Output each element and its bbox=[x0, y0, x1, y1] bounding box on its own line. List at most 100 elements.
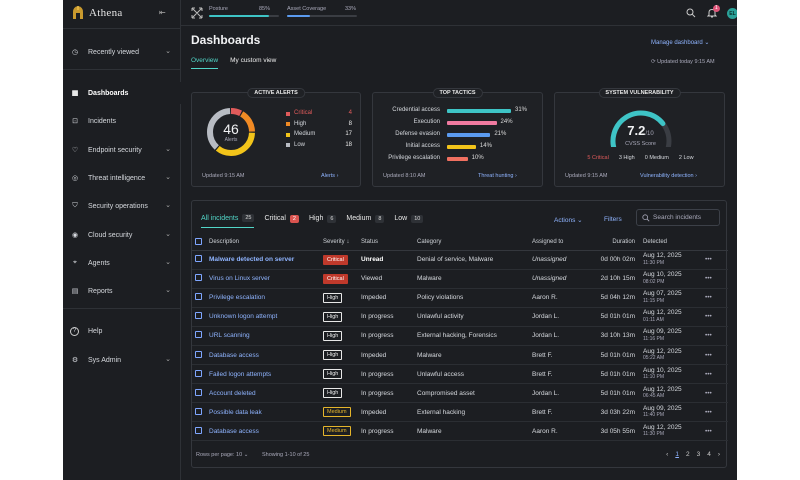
table-row[interactable]: URL scanning High In progress External hack… bbox=[192, 326, 728, 346]
alert-legend-medium[interactable]: Medium 17 bbox=[286, 131, 352, 137]
table-row[interactable]: Database access Medium In progress Malware A… bbox=[192, 421, 728, 442]
incident-link[interactable]: URL scanning bbox=[209, 332, 250, 340]
row-checkbox[interactable] bbox=[195, 350, 202, 358]
row-menu-icon[interactable]: ••• bbox=[705, 383, 728, 404]
filter-tab-all-incidents[interactable]: All incidents 25 bbox=[201, 214, 255, 228]
collapse-sidebar-icon[interactable]: ⇤ bbox=[159, 8, 166, 17]
asset-coverage-metric[interactable]: Asset Coverage 33% bbox=[287, 6, 357, 17]
row-menu-icon[interactable]: ••• bbox=[705, 345, 728, 366]
sidebar-item-incidents[interactable]: ⊡ Incidents bbox=[63, 110, 181, 132]
page-4-button[interactable]: 4 bbox=[707, 451, 711, 458]
table-row[interactable]: Virus on Linux server Critical Viewed Malwa… bbox=[192, 269, 728, 289]
row-checkbox[interactable] bbox=[195, 426, 202, 434]
tactic-bar[interactable] bbox=[447, 109, 511, 113]
incident-link[interactable]: Database access bbox=[209, 351, 259, 359]
sidebar-item-agents[interactable]: ⌖ Agents ⌄ bbox=[63, 252, 181, 274]
filter-tab-low[interactable]: Low 10 bbox=[394, 214, 424, 228]
search-input[interactable]: Search incidents bbox=[636, 209, 720, 226]
row-menu-icon[interactable]: ••• bbox=[705, 402, 728, 423]
sidebar-item-cloud-security[interactable]: ◉ Cloud security ⌄ bbox=[63, 224, 181, 246]
tactic-bar[interactable] bbox=[447, 145, 476, 149]
incident-link[interactable]: Possible data leak bbox=[209, 408, 262, 416]
row-menu-icon[interactable]: ••• bbox=[705, 326, 728, 346]
row-checkbox[interactable] bbox=[195, 331, 202, 339]
table-row[interactable]: Unknown logon attempt High In progress Unla… bbox=[192, 307, 728, 327]
alert-legend-low[interactable]: Low 18 bbox=[286, 142, 352, 148]
incident-link[interactable]: Unknown logon attempt bbox=[209, 313, 278, 321]
sidebar-item-recently-viewed[interactable]: ◷ Recently viewed ⌄ bbox=[63, 41, 181, 63]
filter-tab-critical[interactable]: Critical 2 bbox=[264, 214, 299, 228]
row-menu-icon[interactable]: ••• bbox=[705, 364, 728, 385]
vulnerability-detection-link[interactable]: Vulnerability detection › bbox=[640, 173, 697, 179]
row-menu-icon[interactable]: ••• bbox=[705, 307, 728, 327]
alerts-link[interactable]: Alerts › bbox=[321, 173, 338, 179]
detected-cell: Aug 12, 2025 11:30 PM bbox=[637, 250, 705, 270]
incident-link[interactable]: Privilege escalation bbox=[209, 294, 266, 302]
table-row[interactable]: Database access High Impeded Malware Brett F… bbox=[192, 345, 728, 366]
tactic-bar[interactable] bbox=[447, 157, 468, 161]
incidents-table: Description Severity ↓ Status Category A… bbox=[192, 235, 728, 442]
incident-link[interactable]: Database access bbox=[209, 427, 259, 435]
col-detected[interactable]: Detected bbox=[637, 235, 705, 251]
select-all-checkbox[interactable] bbox=[195, 237, 202, 245]
table-row[interactable]: Privilege escalation High Impeded Policy vi… bbox=[192, 288, 728, 308]
filter-tab-high[interactable]: High 6 bbox=[309, 214, 337, 228]
bell-icon[interactable] bbox=[707, 8, 717, 18]
row-menu-icon[interactable]: ••• bbox=[705, 288, 728, 308]
table-row[interactable]: Account deleted High In progress Compromise… bbox=[192, 383, 728, 404]
sidebar-item-endpoint-security[interactable]: ♡ Endpoint security ⌄ bbox=[63, 139, 181, 161]
incident-link[interactable]: Account deleted bbox=[209, 389, 256, 397]
col-duration[interactable]: Duration bbox=[594, 235, 637, 251]
refresh-icon[interactable]: ⟳ bbox=[651, 59, 656, 65]
expand-arrows-icon[interactable] bbox=[191, 7, 203, 19]
sidebar-item-reports[interactable]: ▤ Reports ⌄ bbox=[63, 280, 181, 302]
col-severity[interactable]: Severity ↓ bbox=[323, 235, 361, 251]
row-checkbox[interactable] bbox=[195, 369, 202, 377]
table-row[interactable]: Failed logon attempts High In progress Unla… bbox=[192, 364, 728, 385]
filter-tab-medium[interactable]: Medium 8 bbox=[346, 214, 385, 228]
alert-legend-high[interactable]: High 8 bbox=[286, 121, 352, 127]
row-checkbox[interactable] bbox=[195, 255, 202, 263]
page-2-button[interactable]: 2 bbox=[685, 451, 690, 458]
incident-link[interactable]: Virus on Linux server bbox=[209, 275, 270, 283]
row-checkbox[interactable] bbox=[195, 407, 202, 415]
avatar[interactable]: EL bbox=[727, 8, 737, 19]
tactic-bar[interactable] bbox=[447, 121, 497, 125]
prev-page-icon[interactable]: ‹ bbox=[666, 451, 669, 458]
table-row[interactable]: Malware detected on server Critical Unread… bbox=[192, 250, 728, 270]
page-1-button[interactable]: 1 bbox=[675, 451, 679, 458]
manage-dashboard-button[interactable]: Manage dashboard ⌄ bbox=[651, 39, 709, 46]
tab-overview[interactable]: Overview bbox=[191, 57, 219, 69]
page-3-button[interactable]: 3 bbox=[696, 451, 701, 458]
sidebar-item-help[interactable]: ? Help bbox=[63, 320, 181, 342]
threat-hunting-link[interactable]: Threat hunting › bbox=[478, 173, 517, 179]
row-menu-icon[interactable]: ••• bbox=[705, 250, 728, 270]
col-description[interactable]: Description bbox=[209, 235, 323, 251]
row-menu-icon[interactable]: ••• bbox=[705, 269, 728, 289]
col-category[interactable]: Category bbox=[417, 235, 532, 251]
posture-metric[interactable]: Posture 85% bbox=[209, 6, 279, 17]
sidebar-item-security-operations[interactable]: ⛉ Security operations ⌄ bbox=[63, 195, 181, 217]
row-checkbox[interactable] bbox=[195, 274, 202, 282]
incident-link[interactable]: Malware detected on server bbox=[209, 256, 295, 264]
row-checkbox[interactable] bbox=[195, 293, 202, 301]
incident-link[interactable]: Failed logon attempts bbox=[209, 370, 272, 378]
sidebar-item-threat-intelligence[interactable]: ◎ Threat intelligence ⌄ bbox=[63, 167, 181, 189]
tactic-bar[interactable] bbox=[447, 133, 491, 137]
app-logo[interactable]: Athena bbox=[71, 5, 123, 21]
table-row[interactable]: Possible data leak Medium Impeded External … bbox=[192, 402, 728, 423]
search-icon[interactable] bbox=[686, 8, 696, 18]
col-status[interactable]: Status bbox=[361, 235, 417, 251]
next-page-icon[interactable]: › bbox=[717, 451, 720, 458]
alert-legend-critical[interactable]: Critical 4 bbox=[286, 110, 352, 116]
sidebar-item-sys-admin[interactable]: ⚙ Sys Admin ⌄ bbox=[63, 349, 181, 371]
sidebar-item-dashboards[interactable]: ▦ Dashboards bbox=[63, 82, 181, 104]
row-menu-icon[interactable]: ••• bbox=[705, 421, 728, 442]
col-assigned[interactable]: Assigned to bbox=[532, 235, 594, 251]
row-checkbox[interactable] bbox=[195, 388, 202, 396]
filters-button[interactable]: Filters bbox=[604, 216, 622, 223]
actions-button[interactable]: Actions ⌄ bbox=[554, 216, 583, 224]
rows-per-page-select[interactable]: Rows per page: 10 ⌄ bbox=[196, 452, 248, 458]
row-checkbox[interactable] bbox=[195, 312, 202, 320]
tab-my-custom-view[interactable]: My custom view bbox=[230, 57, 277, 64]
